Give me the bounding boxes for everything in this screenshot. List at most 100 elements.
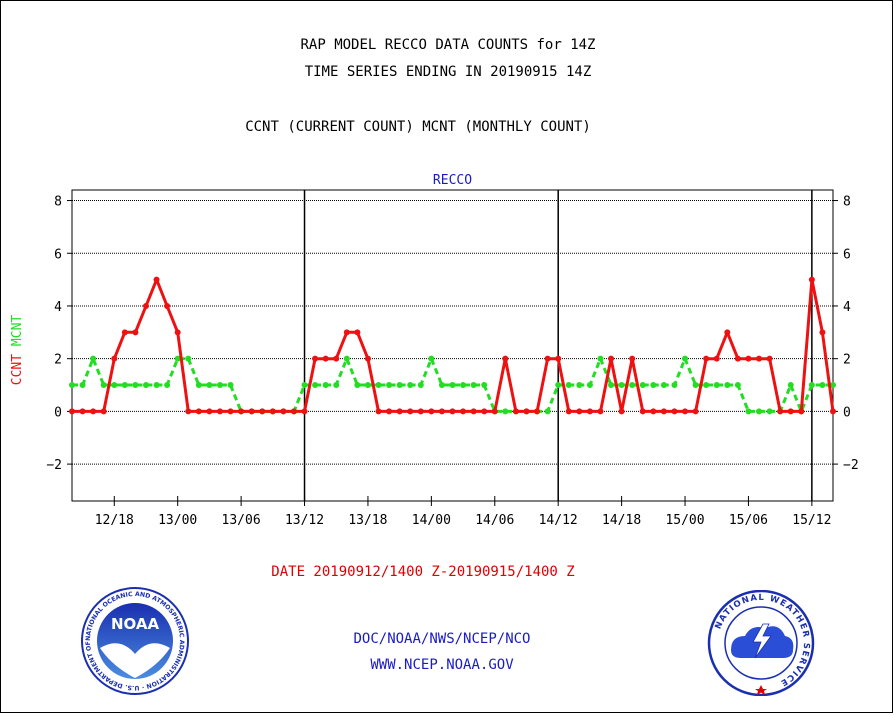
data-point-ccnt <box>227 408 234 415</box>
data-point-ccnt <box>734 355 741 362</box>
data-point-mcnt <box>354 382 361 389</box>
data-point-ccnt <box>703 355 710 362</box>
x-tick-label: 15/12 <box>792 513 831 528</box>
data-point-mcnt <box>565 382 572 389</box>
data-point-mcnt <box>703 382 710 389</box>
data-point-mcnt <box>713 382 720 389</box>
x-tick-label: 14/00 <box>412 513 451 528</box>
data-point-mcnt <box>428 355 435 362</box>
data-point-ccnt <box>354 329 361 336</box>
data-point-mcnt <box>375 382 382 389</box>
data-point-ccnt <box>333 355 340 362</box>
data-point-ccnt <box>724 329 731 336</box>
data-point-mcnt <box>142 382 149 389</box>
data-point-ccnt <box>713 355 720 362</box>
data-point-mcnt <box>195 382 202 389</box>
data-point-ccnt <box>745 355 752 362</box>
data-point-mcnt <box>502 408 509 415</box>
data-point-mcnt <box>312 382 319 389</box>
data-point-ccnt <box>428 408 435 415</box>
data-point-mcnt <box>745 408 752 415</box>
data-point-mcnt <box>164 382 171 389</box>
date-range: DATE 20190912/1400 Z-20190915/1400 Z <box>271 564 575 580</box>
y-axis-label: CCNT MCNT <box>10 315 25 386</box>
x-tick-label: 15/06 <box>729 513 768 528</box>
data-point-ccnt <box>808 276 815 283</box>
data-point-mcnt <box>724 382 731 389</box>
data-point-mcnt <box>206 382 213 389</box>
noaa-logo-icon: NATIONAL OCEANIC AND ATMOSPHERIC ADMINIS… <box>80 586 189 695</box>
y-tick-label-left: −2 <box>46 458 62 473</box>
y-axis-label-mcnt: MCNT <box>10 315 25 354</box>
data-point-mcnt <box>470 382 477 389</box>
series-line-ccnt <box>72 278 835 413</box>
x-tick-label: 13/12 <box>285 513 324 528</box>
data-point-mcnt <box>121 382 128 389</box>
data-point-ccnt <box>787 408 794 415</box>
data-point-ccnt <box>142 302 149 309</box>
data-point-ccnt <box>79 408 86 415</box>
data-point-mcnt <box>608 382 615 389</box>
x-tick-label: 14/06 <box>475 513 514 528</box>
data-point-ccnt <box>766 355 773 362</box>
data-point-mcnt <box>576 382 583 389</box>
data-point-ccnt <box>259 408 266 415</box>
data-point-mcnt <box>481 382 488 389</box>
subtitle: CCNT (CURRENT COUNT) MCNT (MONTHLY COUNT… <box>245 119 591 135</box>
data-point-ccnt <box>396 408 403 415</box>
data-point-ccnt <box>407 408 414 415</box>
data-point-mcnt <box>660 382 667 389</box>
data-point-mcnt <box>586 382 593 389</box>
y-tick-label-right: 4 <box>843 300 851 315</box>
data-point-ccnt <box>512 408 519 415</box>
data-point-mcnt <box>449 382 456 389</box>
data-point-ccnt <box>481 408 488 415</box>
data-point-mcnt <box>216 382 223 389</box>
data-point-mcnt <box>597 355 604 362</box>
data-point-mcnt <box>90 355 97 362</box>
data-point-ccnt <box>671 408 678 415</box>
x-tick-label: 12/18 <box>95 513 134 528</box>
data-point-ccnt <box>660 408 667 415</box>
data-point-mcnt <box>132 382 139 389</box>
data-point-ccnt <box>174 329 181 336</box>
recco-time-series-chart: −2 −2 0 0 2 2 4 4 6 6 8 8 12/18 13/00 13/06 13/12 13/18 1… <box>10 173 859 528</box>
data-point-mcnt <box>555 382 562 389</box>
data-point-mcnt <box>618 382 625 389</box>
url-line: WWW.NCEP.NOAA.GOV <box>370 657 514 673</box>
data-point-ccnt <box>819 329 826 336</box>
data-point-mcnt <box>396 382 403 389</box>
data-point-mcnt <box>460 382 467 389</box>
nws-logo-icon: NATIONAL WEATHER SERVICE <box>707 590 815 696</box>
data-point-ccnt <box>111 355 118 362</box>
data-point-ccnt <box>343 329 350 336</box>
data-point-ccnt <box>756 355 763 362</box>
y-tick-label-right: 6 <box>843 247 851 262</box>
data-point-ccnt <box>650 408 657 415</box>
data-point-ccnt <box>692 408 699 415</box>
x-tick-label: 13/18 <box>348 513 387 528</box>
data-point-mcnt <box>734 382 741 389</box>
data-point-ccnt <box>375 408 382 415</box>
chart-title: RECCO <box>433 173 472 188</box>
data-point-mcnt <box>438 382 445 389</box>
data-point-mcnt <box>629 382 636 389</box>
y-tick-label-left: 4 <box>54 300 62 315</box>
x-tick-label: 13/06 <box>222 513 261 528</box>
data-point-mcnt <box>682 355 689 362</box>
data-point-ccnt <box>449 408 456 415</box>
data-point-ccnt <box>491 408 498 415</box>
org-line: DOC/NOAA/NWS/NCEP/NCO <box>353 631 531 647</box>
data-point-mcnt <box>364 382 371 389</box>
data-point-ccnt <box>364 355 371 362</box>
data-point-mcnt <box>766 408 773 415</box>
data-point-ccnt <box>798 408 805 415</box>
data-point-ccnt <box>100 408 107 415</box>
data-point-ccnt <box>312 355 319 362</box>
data-point-ccnt <box>618 408 625 415</box>
data-point-mcnt <box>301 382 308 389</box>
data-point-ccnt <box>830 408 836 415</box>
data-point-ccnt <box>195 408 202 415</box>
data-point-ccnt <box>438 408 445 415</box>
